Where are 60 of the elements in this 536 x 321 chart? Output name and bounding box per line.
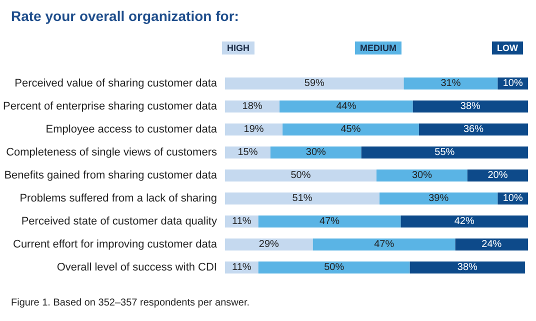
data-label: 38% <box>457 262 478 273</box>
y-tick-label: Perceived value of sharing customer data <box>14 78 218 90</box>
text: HIGH <box>227 43 250 53</box>
data-label: 50% <box>290 170 311 181</box>
bar <box>418 124 528 136</box>
y-tick-label: Completeness of single views of customers <box>6 146 218 158</box>
bar <box>282 124 419 136</box>
data-label: 11% <box>232 262 252 273</box>
data-label: 15% <box>238 147 258 158</box>
data-label: 36% <box>463 124 484 135</box>
data-label: 42% <box>454 216 474 227</box>
data-label: 50% <box>324 262 344 273</box>
data-label: 30% <box>412 170 432 181</box>
data-label: 55% <box>434 147 455 158</box>
data-label: 38% <box>460 101 481 112</box>
bar <box>225 238 313 250</box>
y-tick-label: Current effort for improving customer data <box>13 238 218 250</box>
y-tick-label: Employee access to customer data <box>46 124 218 136</box>
y-tick-label: Overall level of success with CDI <box>56 262 217 274</box>
bar <box>361 146 528 158</box>
chart-title: Rate your overall organization for: <box>11 8 239 24</box>
y-tick-label: Problems suffered from a lack of sharing <box>20 192 217 204</box>
bar <box>412 100 528 112</box>
data-label: 30% <box>306 147 326 158</box>
data-label: 11% <box>232 216 252 227</box>
data-label: 59% <box>304 78 324 89</box>
bar <box>404 78 498 90</box>
bar <box>400 216 528 228</box>
data-label: 47% <box>320 216 340 227</box>
bar <box>376 170 468 182</box>
data-label: 24% <box>482 239 502 250</box>
data-label: 31% <box>440 78 461 89</box>
data-label: 29% <box>258 239 280 250</box>
data-label: 45% <box>340 124 361 135</box>
text: MEDIUM <box>360 43 396 53</box>
bar <box>270 146 362 158</box>
bar <box>455 238 528 250</box>
y-tick-label: Benefits gained from sharing customer data <box>4 170 218 182</box>
bar <box>258 216 401 228</box>
data-label: 19% <box>244 124 264 135</box>
bar <box>280 100 413 112</box>
bar <box>225 78 404 90</box>
bar <box>312 238 456 250</box>
data-label: 20% <box>488 170 508 181</box>
data-label: 18% <box>242 101 262 112</box>
bar <box>380 192 498 204</box>
data-label: 44% <box>336 101 356 112</box>
data-label: 39% <box>428 193 449 204</box>
y-tick-label: Perceived state of customer data quality <box>21 216 218 228</box>
data-label: 47% <box>374 239 394 250</box>
data-label: 10% <box>502 78 523 89</box>
y-tick-label: Percent of enterprise sharing customer data <box>2 100 218 112</box>
bar <box>258 262 410 274</box>
bar <box>225 170 376 182</box>
text: LOW <box>497 43 519 53</box>
bar <box>410 262 525 274</box>
bar <box>225 192 380 204</box>
data-label: 10% <box>502 193 523 204</box>
caption: Figure 1. Based on 352–357 respondents per answer. <box>11 298 250 308</box>
data-label: 51% <box>292 193 312 204</box>
